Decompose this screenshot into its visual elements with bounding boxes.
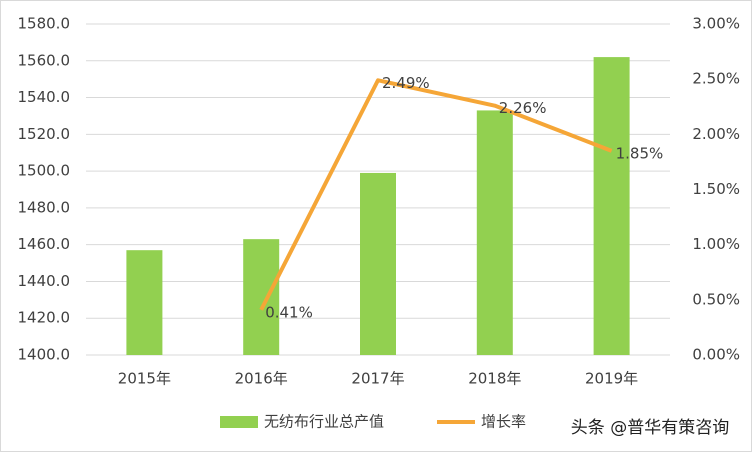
x-tick-label: 2018年 bbox=[468, 370, 521, 388]
x-tick-label: 2019年 bbox=[585, 370, 638, 388]
data-label: 2.49% bbox=[382, 74, 430, 92]
y2-tick-label: 2.00% bbox=[692, 125, 740, 143]
y-tick-label: 1460.0 bbox=[18, 235, 71, 253]
x-tick-label: 2017年 bbox=[351, 370, 404, 388]
x-tick-label: 2016年 bbox=[235, 370, 288, 388]
bar bbox=[476, 110, 513, 355]
y-tick-label: 1400.0 bbox=[18, 346, 71, 364]
data-label: 1.85% bbox=[616, 144, 664, 162]
watermark: 头条 @普华有策咨询 bbox=[571, 418, 729, 438]
y2-tick-label: 1.50% bbox=[692, 180, 740, 198]
y2-tick-label: 1.00% bbox=[692, 235, 740, 253]
y-tick-label: 1440.0 bbox=[18, 272, 71, 290]
y2-tick-label: 0.50% bbox=[692, 290, 740, 308]
data-label: 0.41% bbox=[265, 303, 313, 321]
data-label: 2.26% bbox=[499, 99, 547, 117]
y-tick-label: 1480.0 bbox=[18, 198, 71, 216]
x-tick-label: 2015年 bbox=[118, 370, 171, 388]
y-tick-label: 1560.0 bbox=[18, 51, 71, 69]
legend-swatch bbox=[220, 416, 258, 428]
legend-label: 增长率 bbox=[481, 413, 526, 431]
y2-tick-label: 2.50% bbox=[692, 70, 740, 88]
bar bbox=[360, 172, 396, 355]
y-tick-label: 1580.0 bbox=[18, 15, 71, 33]
legend-label: 无纺布行业总产值 bbox=[264, 413, 384, 431]
y-tick-label: 1540.0 bbox=[18, 88, 71, 106]
line bbox=[259, 78, 613, 311]
bar bbox=[243, 239, 280, 355]
y-tick-label: 1520.0 bbox=[18, 125, 71, 143]
y2-tick-label: 3.00% bbox=[692, 15, 740, 33]
bar bbox=[593, 57, 630, 355]
y-tick-label: 1500.0 bbox=[18, 162, 71, 180]
y-tick-label: 1420.0 bbox=[18, 309, 71, 327]
y2-tick-label: 0.00% bbox=[692, 346, 740, 364]
bar bbox=[126, 250, 163, 355]
